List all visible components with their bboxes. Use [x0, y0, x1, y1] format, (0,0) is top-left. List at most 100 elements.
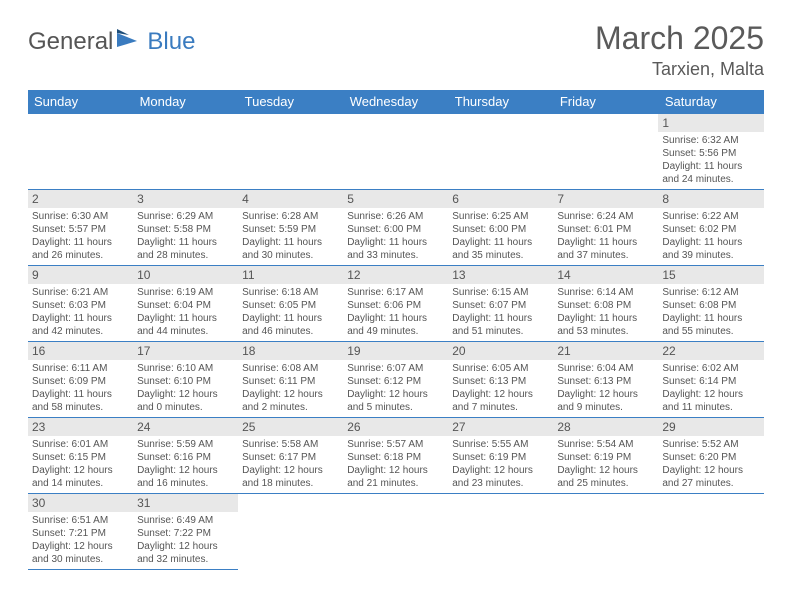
sunset-text: Sunset: 6:14 PM	[662, 375, 759, 388]
calendar-cell: 16Sunrise: 6:11 AMSunset: 6:09 PMDayligh…	[28, 342, 133, 418]
daylight-text: Daylight: 12 hours and 30 minutes.	[32, 540, 129, 566]
calendar-cell	[28, 114, 133, 190]
calendar-cell: 8Sunrise: 6:22 AMSunset: 6:02 PMDaylight…	[658, 190, 763, 266]
sunset-text: Sunset: 6:11 PM	[242, 375, 339, 388]
sunrise-text: Sunrise: 6:51 AM	[32, 514, 129, 527]
daylight-text: Daylight: 12 hours and 21 minutes.	[347, 464, 444, 490]
calendar-cell: 25Sunrise: 5:58 AMSunset: 6:17 PMDayligh…	[238, 418, 343, 494]
day-number: 27	[448, 418, 553, 436]
daylight-text: Daylight: 11 hours and 51 minutes.	[452, 312, 549, 338]
day-number: 18	[238, 342, 343, 360]
weekday-header: Monday	[133, 90, 238, 114]
day-number: 14	[553, 266, 658, 284]
sunset-text: Sunset: 5:59 PM	[242, 223, 339, 236]
daylight-text: Daylight: 11 hours and 28 minutes.	[137, 236, 234, 262]
calendar-cell: 15Sunrise: 6:12 AMSunset: 6:08 PMDayligh…	[658, 266, 763, 342]
daylight-text: Daylight: 12 hours and 0 minutes.	[137, 388, 234, 414]
day-number: 1	[658, 114, 763, 132]
sunset-text: Sunset: 6:03 PM	[32, 299, 129, 312]
calendar-cell: 30Sunrise: 6:51 AMSunset: 7:21 PMDayligh…	[28, 494, 133, 570]
daylight-text: Daylight: 11 hours and 55 minutes.	[662, 312, 759, 338]
weekday-header: Saturday	[658, 90, 763, 114]
calendar-cell: 1Sunrise: 6:32 AMSunset: 5:56 PMDaylight…	[658, 114, 763, 190]
sunset-text: Sunset: 6:07 PM	[452, 299, 549, 312]
calendar-cell: 11Sunrise: 6:18 AMSunset: 6:05 PMDayligh…	[238, 266, 343, 342]
sunset-text: Sunset: 6:06 PM	[347, 299, 444, 312]
sunset-text: Sunset: 6:00 PM	[347, 223, 444, 236]
daylight-text: Daylight: 12 hours and 18 minutes.	[242, 464, 339, 490]
daylight-text: Daylight: 11 hours and 37 minutes.	[557, 236, 654, 262]
daylight-text: Daylight: 11 hours and 46 minutes.	[242, 312, 339, 338]
sunrise-text: Sunrise: 6:25 AM	[452, 210, 549, 223]
sunset-text: Sunset: 5:57 PM	[32, 223, 129, 236]
day-number: 16	[28, 342, 133, 360]
sunrise-text: Sunrise: 6:30 AM	[32, 210, 129, 223]
daylight-text: Daylight: 12 hours and 23 minutes.	[452, 464, 549, 490]
sunrise-text: Sunrise: 6:29 AM	[137, 210, 234, 223]
daylight-text: Daylight: 11 hours and 26 minutes.	[32, 236, 129, 262]
calendar-cell: 17Sunrise: 6:10 AMSunset: 6:10 PMDayligh…	[133, 342, 238, 418]
day-number: 8	[658, 190, 763, 208]
day-number: 4	[238, 190, 343, 208]
day-number: 19	[343, 342, 448, 360]
weekday-header-row: Sunday Monday Tuesday Wednesday Thursday…	[28, 90, 764, 114]
sunrise-text: Sunrise: 6:10 AM	[137, 362, 234, 375]
sunset-text: Sunset: 6:04 PM	[137, 299, 234, 312]
calendar-row: 2Sunrise: 6:30 AMSunset: 5:57 PMDaylight…	[28, 190, 764, 266]
calendar-cell: 7Sunrise: 6:24 AMSunset: 6:01 PMDaylight…	[553, 190, 658, 266]
sunset-text: Sunset: 7:21 PM	[32, 527, 129, 540]
calendar-cell	[238, 114, 343, 190]
calendar-cell: 31Sunrise: 6:49 AMSunset: 7:22 PMDayligh…	[133, 494, 238, 570]
day-number: 10	[133, 266, 238, 284]
calendar-row: 9Sunrise: 6:21 AMSunset: 6:03 PMDaylight…	[28, 266, 764, 342]
calendar-cell: 6 Sunrise: 6:25 AMSunset: 6:00 PMDaylight…	[448, 190, 553, 266]
sunset-text: Sunset: 7:22 PM	[137, 527, 234, 540]
sunset-text: Sunset: 6:02 PM	[662, 223, 759, 236]
sunrise-text: Sunrise: 6:17 AM	[347, 286, 444, 299]
weekday-header: Wednesday	[343, 90, 448, 114]
sunrise-text: Sunrise: 6:24 AM	[557, 210, 654, 223]
weekday-header: Friday	[553, 90, 658, 114]
daylight-text: Daylight: 12 hours and 11 minutes.	[662, 388, 759, 414]
sunrise-text: Sunrise: 6:01 AM	[32, 438, 129, 451]
sunrise-text: Sunrise: 6:26 AM	[347, 210, 444, 223]
day-number: 25	[238, 418, 343, 436]
day-number: 31	[133, 494, 238, 512]
sunrise-text: Sunrise: 5:58 AM	[242, 438, 339, 451]
day-number: 17	[133, 342, 238, 360]
day-number: 23	[28, 418, 133, 436]
calendar-cell	[133, 114, 238, 190]
calendar-cell: 12Sunrise: 6:17 AMSunset: 6:06 PMDayligh…	[343, 266, 448, 342]
calendar-cell: 21Sunrise: 6:04 AMSunset: 6:13 PMDayligh…	[553, 342, 658, 418]
sunrise-text: Sunrise: 6:02 AM	[662, 362, 759, 375]
day-number: 2	[28, 190, 133, 208]
calendar-cell: 9Sunrise: 6:21 AMSunset: 6:03 PMDaylight…	[28, 266, 133, 342]
sunrise-text: Sunrise: 6:07 AM	[347, 362, 444, 375]
logo: General Blue	[28, 28, 195, 56]
sunset-text: Sunset: 6:13 PM	[557, 375, 654, 388]
calendar-cell: 29Sunrise: 5:52 AMSunset: 6:20 PMDayligh…	[658, 418, 763, 494]
calendar-cell: 13Sunrise: 6:15 AMSunset: 6:07 PMDayligh…	[448, 266, 553, 342]
calendar-cell	[343, 114, 448, 190]
calendar-cell	[553, 114, 658, 190]
weekday-header: Tuesday	[238, 90, 343, 114]
calendar-cell: 19Sunrise: 6:07 AMSunset: 6:12 PMDayligh…	[343, 342, 448, 418]
sunset-text: Sunset: 6:18 PM	[347, 451, 444, 464]
sunset-text: Sunset: 6:09 PM	[32, 375, 129, 388]
calendar-cell: 27Sunrise: 5:55 AMSunset: 6:19 PMDayligh…	[448, 418, 553, 494]
sunset-text: Sunset: 6:19 PM	[557, 451, 654, 464]
day-number: 15	[658, 266, 763, 284]
calendar-cell: 2 Sunrise: 6:30 AMSunset: 5:57 PMDaylight…	[28, 190, 133, 266]
sunrise-text: Sunrise: 6:14 AM	[557, 286, 654, 299]
sunrise-text: Sunrise: 6:19 AM	[137, 286, 234, 299]
sunset-text: Sunset: 6:00 PM	[452, 223, 549, 236]
day-number: 20	[448, 342, 553, 360]
sunset-text: Sunset: 6:08 PM	[662, 299, 759, 312]
daylight-text: Daylight: 11 hours and 39 minutes.	[662, 236, 759, 262]
daylight-text: Daylight: 11 hours and 35 minutes.	[452, 236, 549, 262]
day-number: 22	[658, 342, 763, 360]
sunrise-text: Sunrise: 6:18 AM	[242, 286, 339, 299]
calendar-row: 16Sunrise: 6:11 AMSunset: 6:09 PMDayligh…	[28, 342, 764, 418]
daylight-text: Daylight: 12 hours and 7 minutes.	[452, 388, 549, 414]
day-number: 6	[448, 190, 553, 208]
